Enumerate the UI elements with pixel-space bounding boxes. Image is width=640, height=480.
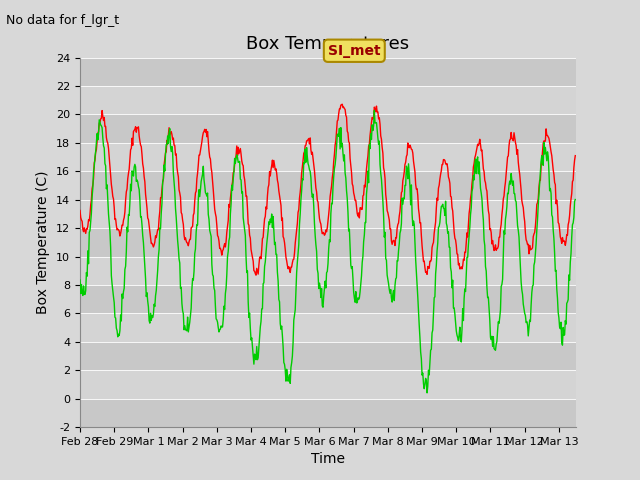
Bar	[80, 171, 576, 200]
Y-axis label: Box Temperature (C): Box Temperature (C)	[36, 171, 51, 314]
Text: No data for f_lgr_t: No data for f_lgr_t	[6, 14, 120, 27]
Bar	[80, 313, 576, 342]
Text: SI_met: SI_met	[328, 44, 381, 58]
Bar	[80, 285, 576, 313]
Title: Box Temperatures: Box Temperatures	[246, 35, 410, 53]
Bar	[80, 257, 576, 285]
Bar	[80, 143, 576, 171]
Bar	[80, 342, 576, 371]
Bar	[80, 371, 576, 399]
Bar	[80, 399, 576, 427]
Bar	[80, 200, 576, 228]
Bar	[80, 228, 576, 257]
X-axis label: Time: Time	[311, 453, 345, 467]
Bar	[80, 114, 576, 143]
Bar	[80, 58, 576, 86]
Bar	[80, 86, 576, 114]
